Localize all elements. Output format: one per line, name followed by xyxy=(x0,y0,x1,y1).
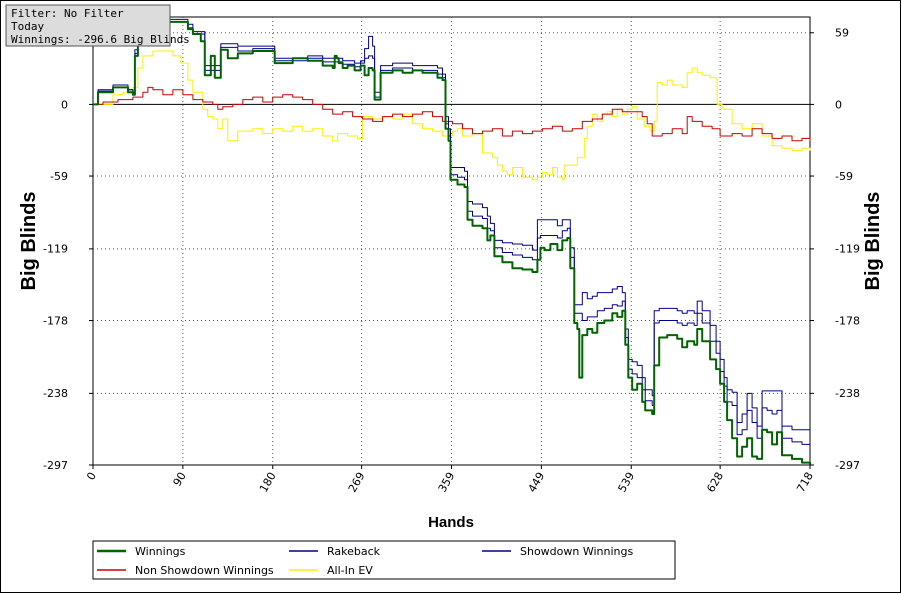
y-tick-label-right: -178 xyxy=(835,314,860,327)
y-tick-label-right: -119 xyxy=(835,243,860,256)
series-line-rakeback xyxy=(93,18,810,431)
legend-items: Winnings Rakeback Showdown Winnings Non Sho… xyxy=(97,545,634,577)
series-line-non-showdown-winnings xyxy=(93,86,811,142)
y-tick-label-left: -178 xyxy=(43,314,68,327)
left-axis-title: Big Blinds xyxy=(18,192,40,291)
y-tick-label-right: -297 xyxy=(835,459,860,472)
y-tick-label-right: 0 xyxy=(835,98,842,111)
info-box-background xyxy=(5,4,171,47)
series-line-winnings xyxy=(93,20,811,465)
period-text: Today xyxy=(11,20,44,33)
y-tick-label-right: 59 xyxy=(835,27,849,40)
y-tick-label-right: -238 xyxy=(835,387,860,400)
y-tick-label-left: -59 xyxy=(50,170,68,183)
y-tick-label-left: -297 xyxy=(43,459,68,472)
y-tick-label-left: -119 xyxy=(43,243,68,256)
legend-box xyxy=(92,540,676,580)
y-tick-label-left: -238 xyxy=(43,387,68,400)
right-axis-title: Big Blinds xyxy=(862,192,884,291)
legend-label-all-in-ev: All-In EV xyxy=(327,564,373,577)
legend-label-rakeback: Rakeback xyxy=(327,545,381,558)
x-axis-title: Hands xyxy=(428,514,474,531)
winnings-summary-text: Winnings: -296.6 Big Blinds xyxy=(11,33,190,46)
y-tick-label-left: 0 xyxy=(61,98,68,111)
x-tick-label: 90 xyxy=(171,470,189,489)
grid-layer xyxy=(93,17,810,465)
series-line-all-in-ev xyxy=(93,50,811,181)
series-line-showdown-winnings xyxy=(93,21,810,445)
y-tick-label-right: -59 xyxy=(835,170,853,183)
filter-text: Filter: No Filter xyxy=(11,7,124,20)
legend-label-showdown-winnings: Showdown Winnings xyxy=(520,545,634,558)
legend-label-non-showdown-winnings: Non Showdown Winnings xyxy=(135,564,274,577)
info-box: Filter: No Filter Today Winnings: -296.6… xyxy=(5,4,190,47)
legend: Winnings Rakeback Showdown Winnings Non Sho… xyxy=(92,540,676,580)
legend-label-winnings: Winnings xyxy=(135,545,186,558)
series-layer xyxy=(93,18,811,465)
